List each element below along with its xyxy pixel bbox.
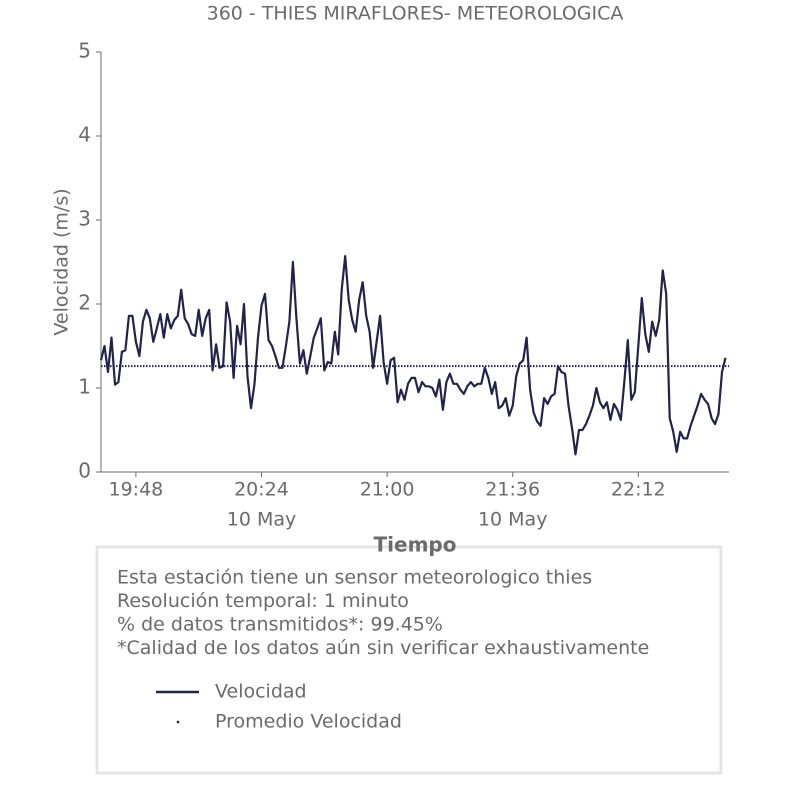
- x-axis-label: Tiempo: [374, 533, 457, 557]
- chart-title: 360 - THIES MIRAFLORES- METEOROLOGICA: [207, 3, 624, 25]
- x-tick-label: 21:36: [485, 479, 540, 501]
- x-tick-label: 22:12: [611, 479, 666, 501]
- legend-label: Velocidad: [215, 681, 307, 703]
- y-tick-label: 4: [78, 123, 91, 147]
- info-text: % de datos transmitidos*: 99.45%: [117, 614, 443, 636]
- x-tick-date: 10 May: [478, 509, 548, 531]
- x-tick-label: 19:48: [109, 479, 164, 501]
- info-text: Resolución temporal: 1 minuto: [117, 590, 409, 612]
- info-text: Esta estación tiene un sensor meteorolog…: [117, 567, 592, 589]
- x-tick-date: 10 May: [227, 509, 297, 531]
- y-tick-label: 5: [78, 39, 91, 63]
- x-tick-label: 20:24: [234, 479, 289, 501]
- y-tick-label: 3: [78, 207, 91, 231]
- legend-label: Promedio Velocidad: [215, 711, 402, 733]
- y-tick-label: 1: [78, 375, 91, 399]
- y-tick-label: 2: [78, 291, 91, 315]
- x-tick-label: 21:00: [360, 479, 415, 501]
- y-axis-label: Velocidad (m/s): [51, 188, 73, 335]
- info-box: [95, 545, 723, 775]
- legend-dot: [176, 720, 180, 724]
- series-line: [99, 255, 727, 456]
- y-tick-label: 0: [78, 459, 91, 483]
- info-text: *Calidad de los datos aún sin verificar …: [117, 637, 649, 659]
